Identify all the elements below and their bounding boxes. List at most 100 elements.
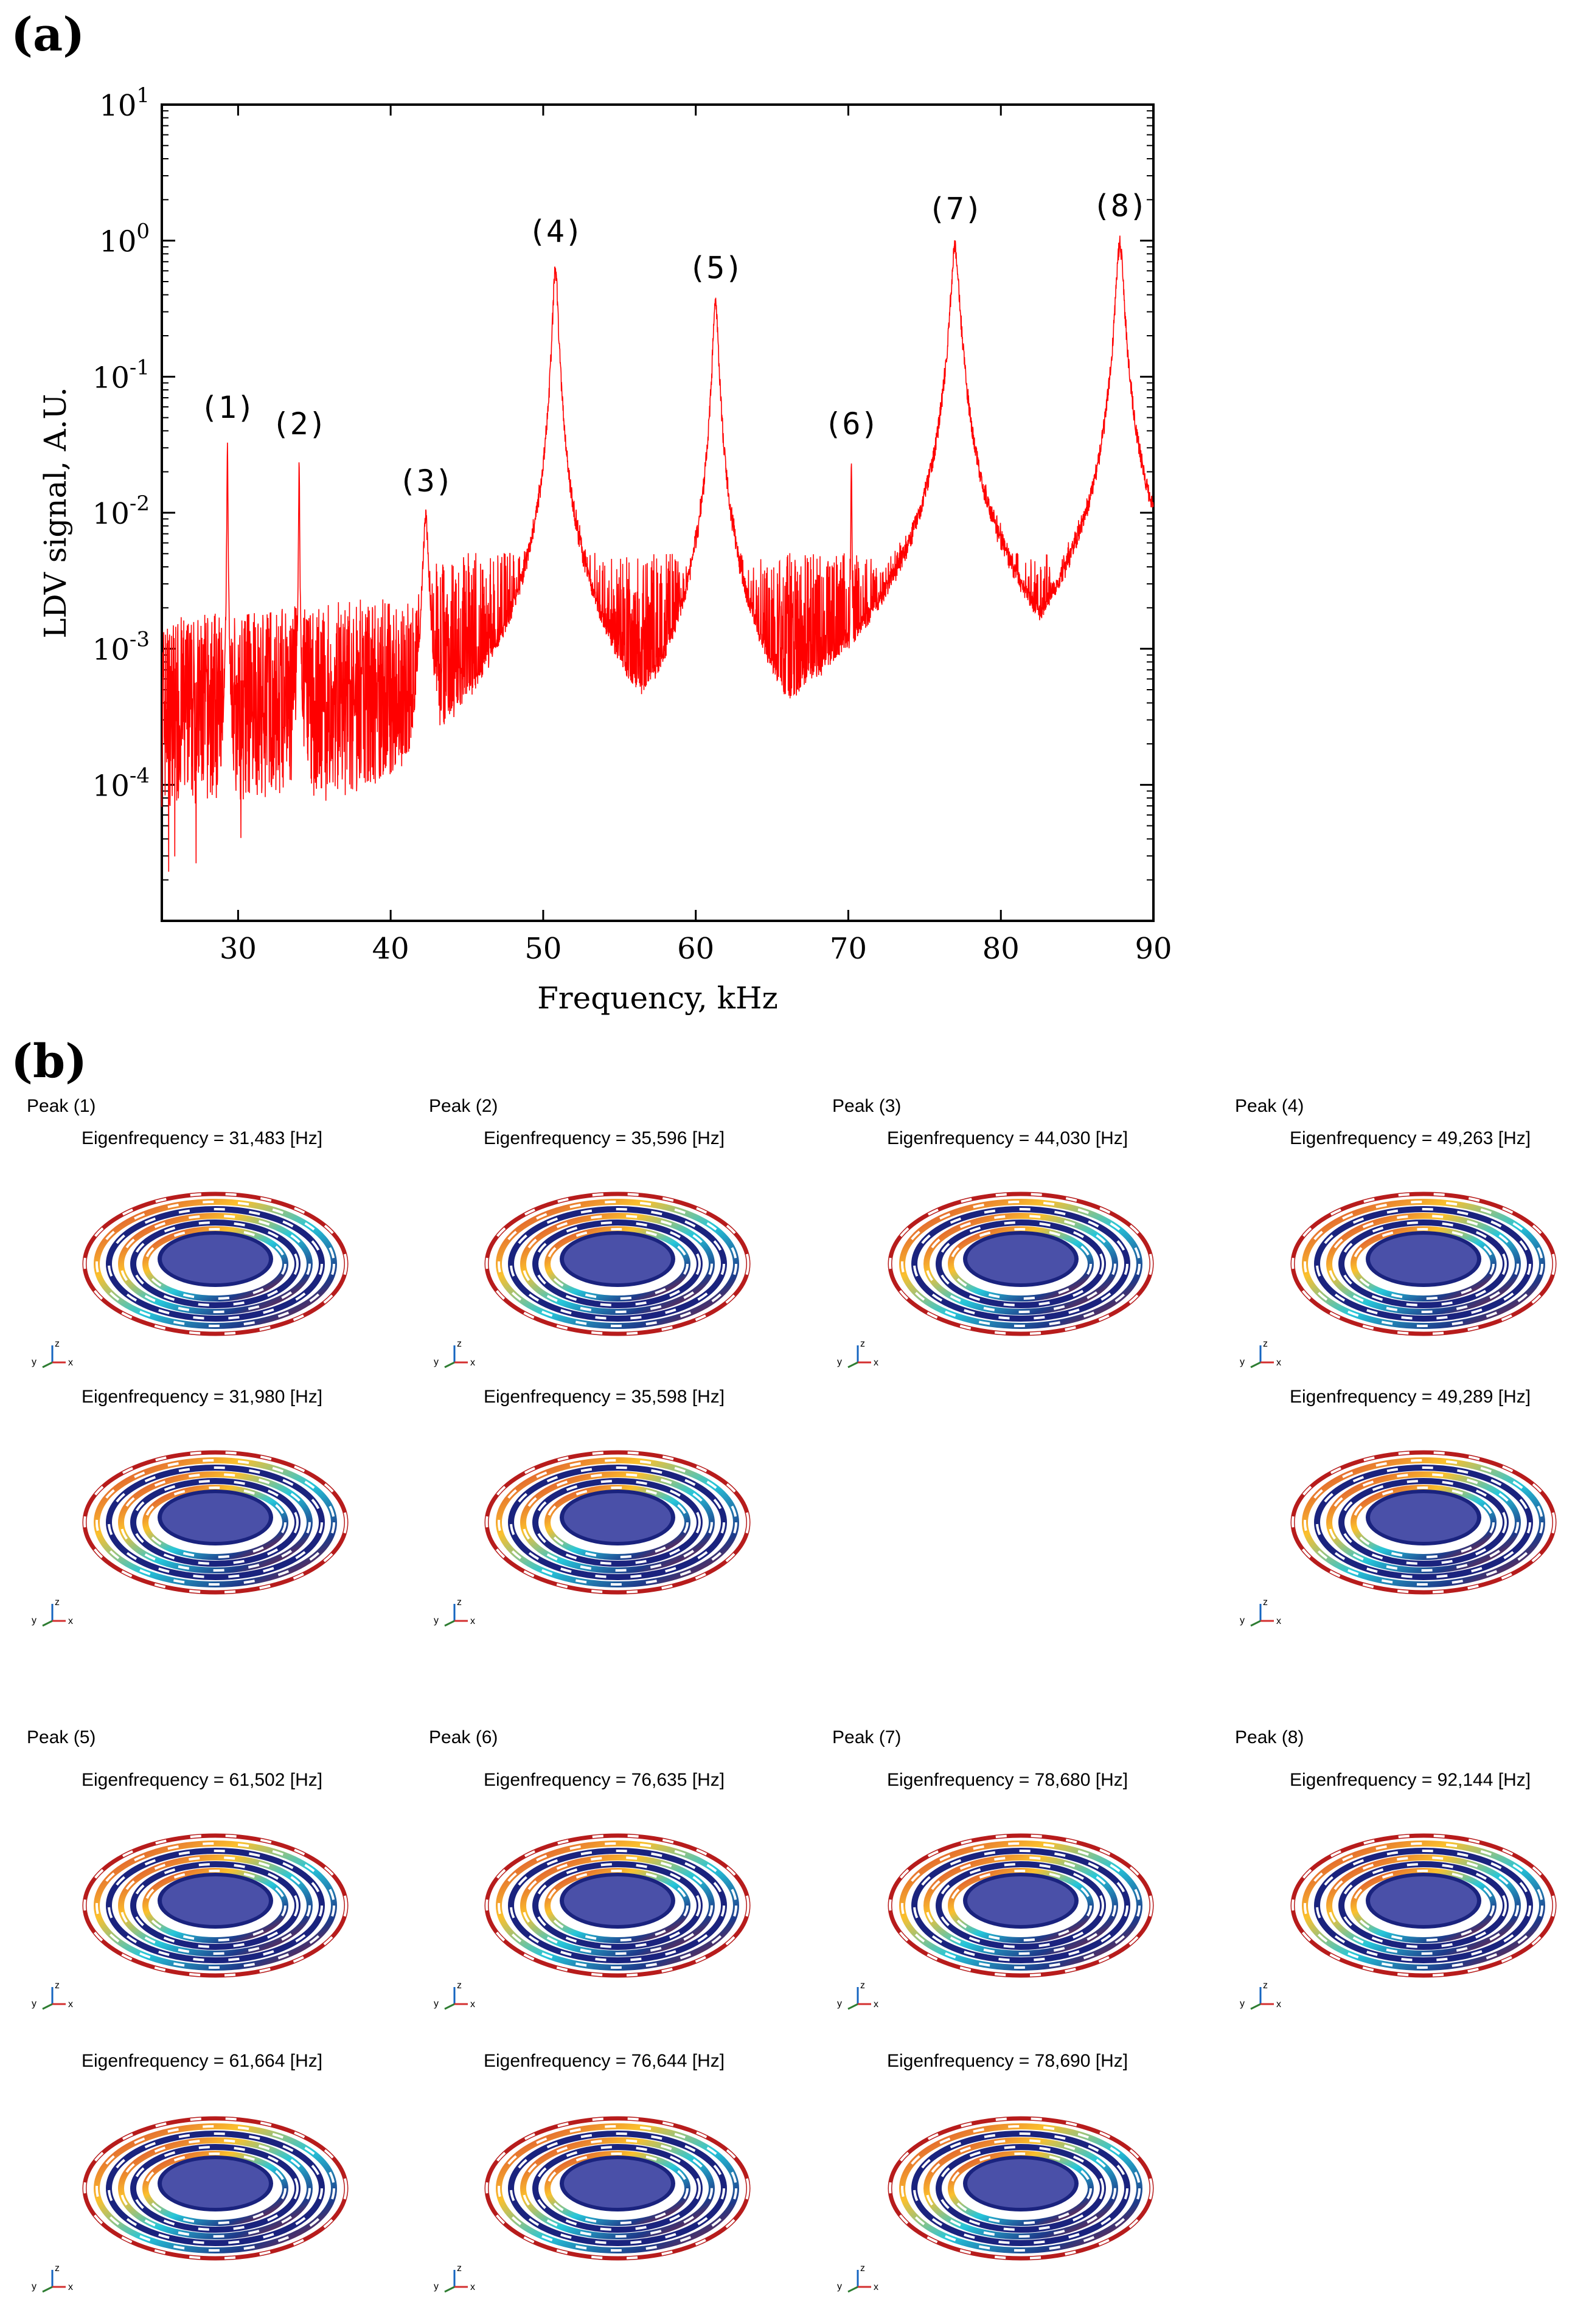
svg-text:x: x: [1276, 1358, 1281, 1368]
svg-text:x: x: [68, 1999, 73, 2010]
svg-text:z: z: [457, 1980, 462, 1991]
y-tick-labels: 101 100 10-1 10-2 10-3 10-4: [92, 83, 150, 803]
x-tick-label: 50: [524, 932, 562, 966]
y-tick-label: 101: [99, 83, 150, 123]
mode-shape-image: [63, 2092, 367, 2277]
svg-text:x: x: [1276, 1616, 1281, 1626]
x-tick-label: 70: [830, 932, 867, 966]
svg-text:y: y: [837, 1357, 842, 1367]
mode-shape-image: [869, 1168, 1173, 1353]
x-tick-labels: 30 40 50 60 70 80 90: [220, 932, 1172, 966]
eigenfrequency-label: Eigenfrequency = 35,598 [Hz]: [484, 1387, 725, 1407]
x-axis-title: Frequency, kHz: [537, 980, 778, 1016]
peak-label-1: (1): [200, 390, 255, 425]
svg-text:z: z: [55, 1597, 60, 1608]
spectrum-chart: (1) (2)(3)(4)(5)(6)(7) (8) 30 40 50 60 70 80 90 …: [38, 83, 1172, 1016]
eigenfrequency-label: Eigenfrequency = 35,596 [Hz]: [484, 1128, 725, 1148]
svg-text:z: z: [55, 1339, 60, 1349]
svg-text:y: y: [1240, 1999, 1245, 2009]
panel-a-label: (a): [11, 7, 85, 61]
y-tick-label: 10-1: [92, 355, 150, 395]
eigenfrequency-label: Eigenfrequency = 49,263 [Hz]: [1290, 1128, 1531, 1148]
svg-text:x: x: [1276, 1999, 1281, 2010]
mode-shape-image: [1271, 1809, 1575, 1994]
svg-text:y: y: [434, 2281, 439, 2292]
svg-text:z: z: [860, 1980, 865, 1991]
peak-labels: (1) (2) (3) (4) (5) (6) (7) (8): [200, 189, 1147, 499]
mode-peak-title: Peak (2): [429, 1096, 498, 1116]
svg-text:y: y: [837, 1999, 842, 2009]
mode-peak-title: Peak (7): [832, 1727, 902, 1747]
svg-text:y: y: [32, 1615, 37, 1626]
svg-text:y: y: [32, 1999, 37, 2009]
svg-text:z: z: [457, 2263, 462, 2274]
mode-peak-title: Peak (4): [1235, 1096, 1304, 1116]
eigenfrequency-label: Eigenfrequency = 78,680 [Hz]: [887, 1770, 1128, 1790]
svg-text:x: x: [68, 1616, 73, 1626]
svg-text:x: x: [874, 2282, 878, 2292]
svg-text:z: z: [1263, 1339, 1268, 1349]
svg-text:x: x: [874, 1999, 878, 2010]
svg-text:z: z: [860, 1339, 865, 1349]
mode-shape-image: [869, 1809, 1173, 1994]
svg-text:y: y: [434, 1357, 439, 1367]
x-tick-label: 80: [982, 932, 1020, 966]
peak-label-6: (6): [824, 406, 878, 442]
svg-text:z: z: [457, 1597, 462, 1608]
eigenfrequency-label: Eigenfrequency = 31,483 [Hz]: [82, 1128, 323, 1148]
eigenfrequency-label: Eigenfrequency = 76,644 [Hz]: [484, 2051, 725, 2071]
mode-shape-image: [1271, 1168, 1575, 1353]
svg-text:y: y: [434, 1999, 439, 2009]
eigenfrequency-label: Eigenfrequency = 61,664 [Hz]: [82, 2051, 323, 2071]
mode-shape-image: [63, 1809, 367, 1994]
mode-shape-image: [465, 2092, 770, 2277]
y-tick-label: 10-2: [92, 491, 150, 531]
mode-shape-image: [465, 1809, 770, 1994]
svg-text:y: y: [434, 1615, 439, 1626]
mode-shape-image: [465, 1168, 770, 1353]
eigenfrequency-label: Eigenfrequency = 61,502 [Hz]: [82, 1770, 323, 1790]
x-tick-label: 60: [677, 932, 714, 966]
svg-text:y: y: [32, 2281, 37, 2292]
eigenfrequency-label: Eigenfrequency = 76,635 [Hz]: [484, 1770, 725, 1790]
panel-b-label: (b): [11, 1034, 88, 1088]
mode-peak-title: Peak (6): [429, 1727, 498, 1747]
mode-peak-title: Peak (5): [27, 1727, 96, 1747]
svg-text:y: y: [1240, 1615, 1245, 1626]
x-tick-label: 90: [1135, 932, 1172, 966]
eigenfrequency-label: Eigenfrequency = 78,690 [Hz]: [887, 2051, 1128, 2071]
x-tick-label: 40: [372, 932, 409, 966]
y-tick-label: 10-3: [92, 628, 150, 667]
svg-text:x: x: [470, 1358, 475, 1368]
svg-text:z: z: [55, 2263, 60, 2274]
mode-shape-image: [1271, 1426, 1575, 1611]
mode-peak-title: Peak (8): [1235, 1727, 1304, 1747]
mode-peak-title: Peak (3): [832, 1096, 902, 1116]
svg-text:z: z: [1263, 1980, 1268, 1991]
mode-shape-image: [63, 1426, 367, 1611]
peak-label-7: (7): [928, 192, 982, 227]
eigenfrequency-label: Eigenfrequency = 44,030 [Hz]: [887, 1128, 1128, 1148]
eigenfrequency-label: Eigenfrequency = 49,289 [Hz]: [1290, 1387, 1531, 1407]
axis-ticks: [162, 103, 1155, 922]
svg-text:x: x: [68, 1358, 73, 1368]
peak-label-2: (2): [272, 406, 327, 442]
y-tick-label: 100: [99, 220, 150, 259]
peak-label-8: (8): [1093, 189, 1147, 224]
mode-shape-image: [63, 1168, 367, 1353]
eigenfrequency-label: Eigenfrequency = 92,144 [Hz]: [1290, 1770, 1531, 1790]
spectrum-line: [161, 235, 1154, 872]
y-axis-title: LDV signal, A.U.: [38, 387, 73, 638]
mode-shape-image: [869, 2092, 1173, 2277]
mode-shape-image: [465, 1426, 770, 1611]
